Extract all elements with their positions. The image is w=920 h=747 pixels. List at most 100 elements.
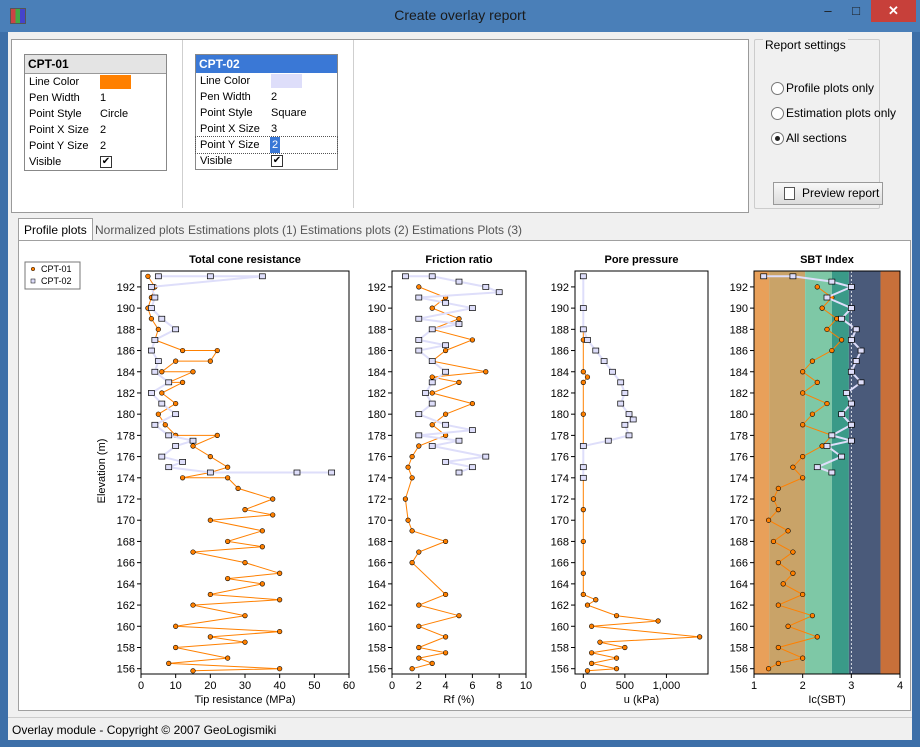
pen-card-cpt01: CPT-01 Line Color Pen Width 1 Point Styl… — [12, 40, 183, 208]
pen-property-grid-cpt02[interactable]: CPT-02 Line Color Pen Width 2 Point Styl… — [195, 54, 338, 170]
x-tick-label: 0 — [389, 680, 395, 692]
prop-point-style[interactable]: Point Style Circle — [25, 106, 166, 122]
data-point-cpt-02 — [838, 453, 845, 460]
minimize-button[interactable]: – — [824, 3, 832, 18]
maximize-button[interactable]: □ — [852, 3, 860, 18]
y-tick-label: 178 — [551, 430, 569, 442]
title-bar: Create overlay report – □ ✕ — [0, 0, 920, 32]
prop-line-color[interactable]: Line Color — [196, 73, 337, 89]
prop-label: Visible — [200, 155, 233, 167]
tab-estimations-plots-3[interactable]: Estimations Plots (3) — [412, 223, 523, 237]
prop-visible[interactable]: Visible ✔ — [196, 153, 337, 169]
prop-pen-width[interactable]: Pen Width 2 — [196, 89, 337, 105]
data-point-cpt-01 — [242, 507, 248, 513]
data-point-cpt-01 — [405, 464, 411, 470]
radio-label[interactable]: Profile plots only — [786, 81, 875, 95]
prop-point-x-size[interactable]: Point X Size 3 — [196, 121, 337, 137]
y-tick-label: 192 — [368, 282, 386, 294]
tab-normalized-plots[interactable]: Normalized plots — [95, 223, 185, 237]
data-point-cpt-02 — [442, 299, 449, 306]
data-point-cpt-01 — [469, 337, 476, 343]
x-axis-label: Ic(SBT) — [808, 694, 845, 706]
data-point-cpt-01 — [809, 358, 816, 364]
radio-label[interactable]: Estimation plots only — [786, 106, 897, 120]
prop-label: Line Color — [29, 76, 80, 88]
data-point-cpt-01 — [613, 613, 620, 619]
y-tick-label: 158 — [551, 642, 569, 654]
y-tick-label: 156 — [730, 664, 748, 676]
y-tick-label: 176 — [117, 452, 135, 464]
y-tick-label: 184 — [368, 367, 386, 379]
visible-checkbox[interactable]: ✔ — [100, 156, 112, 168]
tab-estimations-plots-2[interactable]: Estimations plots (2) — [300, 223, 409, 237]
y-tick-label: 166 — [730, 558, 748, 570]
radio-button[interactable] — [771, 82, 784, 95]
data-point-cpt-02 — [151, 337, 159, 343]
y-tick-label: 178 — [117, 430, 135, 442]
prop-point-x-size[interactable]: Point X Size 2 — [25, 122, 166, 138]
data-point-cpt-02 — [455, 321, 463, 327]
x-tick-label: 4 — [897, 680, 903, 692]
prop-point-style[interactable]: Point Style Square — [196, 105, 337, 121]
prop-value[interactable]: Square — [271, 107, 307, 119]
prop-value[interactable]: Circle — [100, 108, 129, 120]
close-button[interactable]: ✕ — [871, 0, 916, 22]
data-point-cpt-02 — [148, 305, 155, 311]
data-point-cpt-02 — [422, 390, 429, 396]
data-point-cpt-01 — [429, 422, 435, 428]
prop-point-y-size[interactable]: Point Y Size 2 — [25, 138, 166, 154]
pen-name[interactable]: CPT-01 — [25, 55, 166, 74]
y-tick-label: 184 — [117, 367, 135, 379]
tab-estimations-plots-1[interactable]: Estimations plots (1) — [188, 223, 297, 237]
radio-estimation-plots-only[interactable]: Estimation plots only — [771, 106, 896, 122]
prop-visible[interactable]: Visible ✔ — [25, 154, 166, 170]
data-point-cpt-02 — [579, 443, 587, 449]
plot-title: Friction ratio — [425, 254, 493, 266]
prop-value[interactable]: 3 — [271, 123, 278, 135]
x-tick-label: 30 — [239, 680, 251, 692]
data-point-cpt-02 — [847, 421, 855, 428]
data-point-cpt-01 — [190, 369, 196, 375]
y-tick-label: 158 — [368, 642, 386, 654]
prop-label: Point X Size — [29, 124, 89, 136]
prop-line-color[interactable]: Line Color — [25, 74, 166, 90]
data-point-cpt-01 — [207, 453, 213, 460]
prop-value[interactable]: 2 — [100, 140, 107, 152]
tab-profile-plots[interactable]: Profile plots — [18, 218, 93, 241]
x-tick-label: 0 — [138, 680, 144, 692]
preview-report-button[interactable]: Preview report — [773, 182, 883, 205]
data-point-cpt-01 — [429, 390, 435, 396]
prop-value[interactable]: 1 — [100, 92, 107, 104]
visible-checkbox[interactable]: ✔ — [271, 155, 283, 167]
data-point-cpt-01 — [242, 560, 248, 566]
prop-value[interactable]: 2 — [100, 124, 107, 136]
radio-button[interactable] — [771, 132, 784, 145]
prop-point-y-size[interactable]: Point Y Size 2 — [195, 136, 338, 154]
data-point-cpt-02 — [847, 305, 855, 311]
radio-all-sections[interactable]: All sections — [771, 131, 891, 147]
data-point-cpt-01 — [409, 560, 415, 566]
data-point-cpt-02 — [154, 358, 162, 364]
prop-label: Point Y Size — [29, 140, 89, 152]
plot-2: Friction ratio 156 158 160 162 164 166 168 170 17… — [368, 254, 532, 706]
legend-label-cpt02: CPT-02 — [41, 276, 72, 286]
y-tick-label: 178 — [368, 430, 386, 442]
prop-value-editing[interactable]: 2 — [270, 137, 281, 153]
data-point-cpt-01 — [775, 602, 781, 608]
pen-property-grid-cpt01[interactable]: CPT-01 Line Color Pen Width 1 Point Styl… — [24, 54, 167, 171]
data-point-cpt-01 — [613, 666, 620, 672]
pen-editor-panel: CPT-01 Line Color Pen Width 1 Point Styl… — [11, 39, 749, 213]
pen-name[interactable]: CPT-02 — [196, 55, 337, 73]
data-point-cpt-01 — [785, 528, 791, 534]
radio-button[interactable] — [771, 107, 784, 120]
y-tick-label: 186 — [368, 346, 386, 358]
data-point-cpt-02 — [629, 416, 637, 423]
prop-pen-width[interactable]: Pen Width 1 — [25, 90, 166, 106]
prop-value[interactable]: 2 — [271, 91, 278, 103]
data-point-cpt-02 — [172, 411, 180, 418]
radio-profile-plots-only[interactable]: Profile plots only — [771, 81, 891, 97]
line-color-swatch[interactable] — [271, 74, 302, 88]
radio-label[interactable]: All sections — [786, 131, 847, 145]
data-point-cpt-01 — [207, 634, 213, 640]
line-color-swatch[interactable] — [100, 75, 131, 89]
